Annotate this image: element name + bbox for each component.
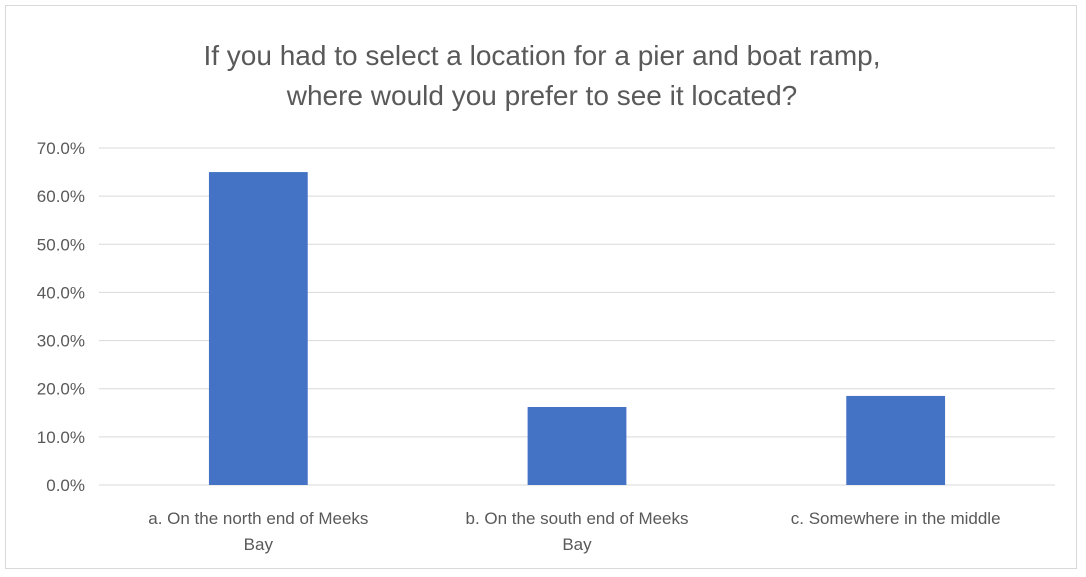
y-tick-label: 50.0% [37,235,85,254]
bar [208,172,308,486]
chart-title: If you had to select a location for a pi… [203,40,881,111]
y-tick-label: 10.0% [37,428,85,447]
x-category-label: Bay [562,535,592,554]
y-tick-label: 30.0% [37,332,85,351]
x-category-label: a. On the north end of Meeks [148,509,368,528]
y-tick-label: 60.0% [37,187,85,206]
y-tick-label: 20.0% [37,380,85,399]
bar [846,395,946,485]
bar [527,407,627,485]
x-category-label: Bay [244,535,274,554]
x-category-label: b. On the south end of Meeks [465,509,688,528]
y-tick-label: 0.0% [46,476,85,495]
x-category-label: c. Somewhere in the middle [791,509,1001,528]
y-tick-label: 40.0% [37,283,85,302]
y-tick-label: 70.0% [37,139,85,158]
